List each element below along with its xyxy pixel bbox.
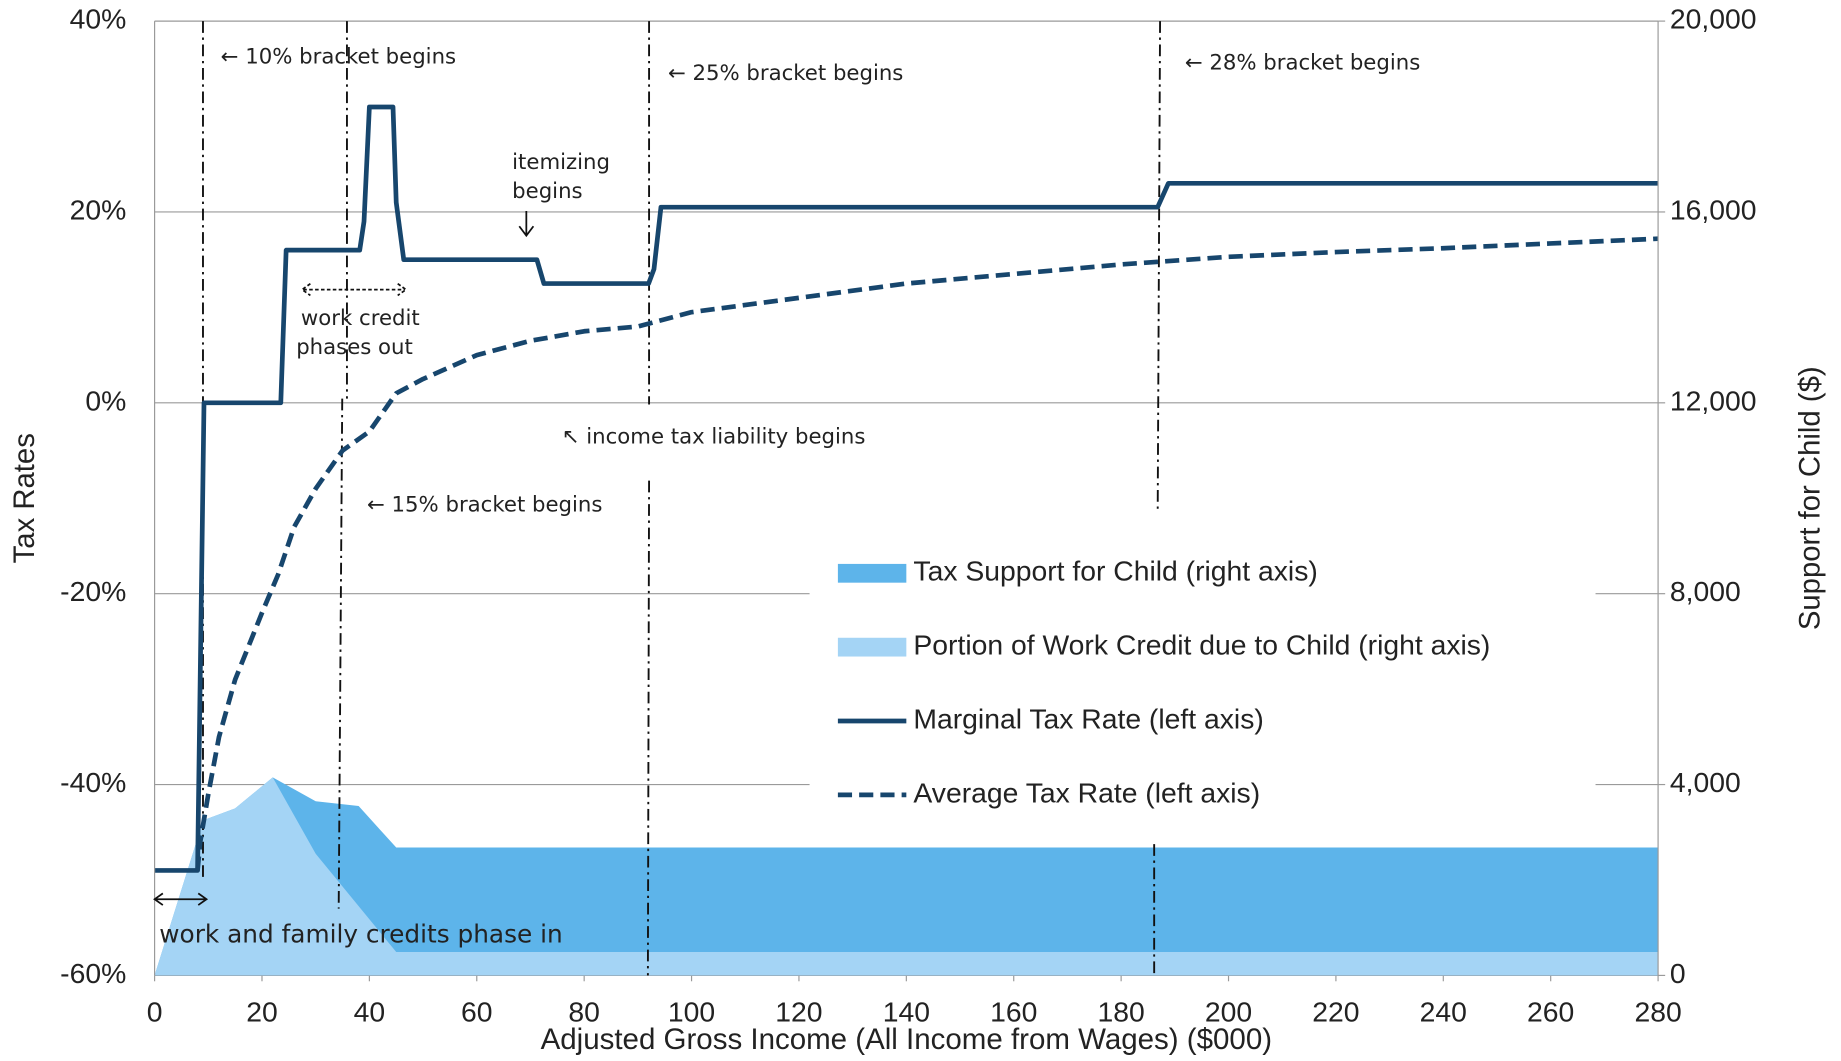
x-tick-label: 20 — [246, 996, 277, 1028]
legend: Tax Support for Child (right axis) Portio… — [837, 555, 1490, 808]
guide-line — [1156, 21, 1162, 510]
y2-tick-label: 16,000 — [1670, 193, 1757, 225]
x-tick-label: 0 — [147, 996, 163, 1028]
legend-label: Tax Support for Child (right axis) — [913, 555, 1317, 587]
legend-label: Marginal Tax Rate (left axis) — [913, 703, 1263, 735]
x-tick-label: 100 — [668, 996, 715, 1028]
y2-tick-label: 20,000 — [1670, 3, 1757, 35]
x-tick-label: 240 — [1420, 996, 1467, 1028]
guides — [202, 21, 1162, 976]
area — [154, 777, 1659, 976]
areas — [154, 777, 1659, 976]
area — [154, 777, 1659, 976]
x-tick-label: 60 — [461, 996, 492, 1028]
legend-swatch — [837, 637, 907, 657]
guide-line — [337, 398, 344, 909]
x-tick-label: 280 — [1634, 996, 1681, 1028]
annotation: ← 10% bracket begins — [221, 43, 456, 68]
y2-tick-label: 12,000 — [1670, 384, 1757, 416]
y-tick-label: 20% — [70, 193, 127, 225]
annotation: ← 25% bracket begins — [668, 60, 903, 85]
y-tick-label: 0% — [85, 384, 126, 416]
y2-tick-label: 4,000 — [1670, 766, 1741, 798]
x-tick-label: 220 — [1312, 996, 1359, 1028]
arrow — [300, 282, 408, 297]
x-tick-label: 260 — [1527, 996, 1574, 1028]
legend-swatch — [837, 563, 907, 583]
y2-axis-title: Support for Child ($) — [1793, 366, 1826, 630]
x-tick-label: 140 — [883, 996, 930, 1028]
annotation: phases out — [296, 334, 413, 359]
arrow — [518, 211, 535, 238]
y-tick-label: -40% — [60, 766, 126, 798]
annotation: ← 28% bracket begins — [1185, 49, 1420, 74]
y-axis-title: Tax Rates — [8, 433, 41, 563]
y-tick-label: -20% — [60, 575, 126, 607]
annotation: ↖ income tax liability begins — [562, 423, 866, 448]
y-tick-label: -60% — [60, 957, 126, 989]
legend-label: Portion of Work Credit due to Child (rig… — [913, 629, 1490, 661]
y2-tick-label: 0 — [1670, 957, 1686, 989]
axes: -60% -40% -20% 0% 20% 40% 0 4,000 8,000 12,000 16,… — [8, 3, 1827, 1056]
arrow — [153, 892, 209, 906]
annotations: ← 10% bracket begins ← 25% bracket begin… — [153, 43, 1420, 949]
legend-box — [809, 546, 1596, 828]
line — [195, 236, 1659, 871]
x-tick-label: 200 — [1205, 996, 1252, 1028]
annotation: ← 15% bracket begins — [367, 491, 602, 516]
x-tick-label: 180 — [1097, 996, 1144, 1028]
lines — [154, 104, 1659, 873]
x-tick-label: 160 — [990, 996, 1037, 1028]
x-tick-label: 80 — [568, 996, 599, 1028]
legend-label: Average Tax Rate (left axis) — [913, 776, 1260, 808]
x-tick-label: 120 — [775, 996, 822, 1028]
annotation: itemizing — [512, 149, 610, 174]
line — [154, 104, 1659, 873]
x-axis-title: Adjusted Gross Income (All Income from W… — [541, 1023, 1272, 1056]
y2-tick-label: 8,000 — [1670, 575, 1741, 607]
x-tick-label: 40 — [354, 996, 385, 1028]
annotation: begins — [512, 178, 582, 203]
y-tick-label: 40% — [70, 3, 127, 35]
annotation: work and family credits phase in — [159, 920, 562, 949]
annotation: work credit — [301, 305, 420, 330]
